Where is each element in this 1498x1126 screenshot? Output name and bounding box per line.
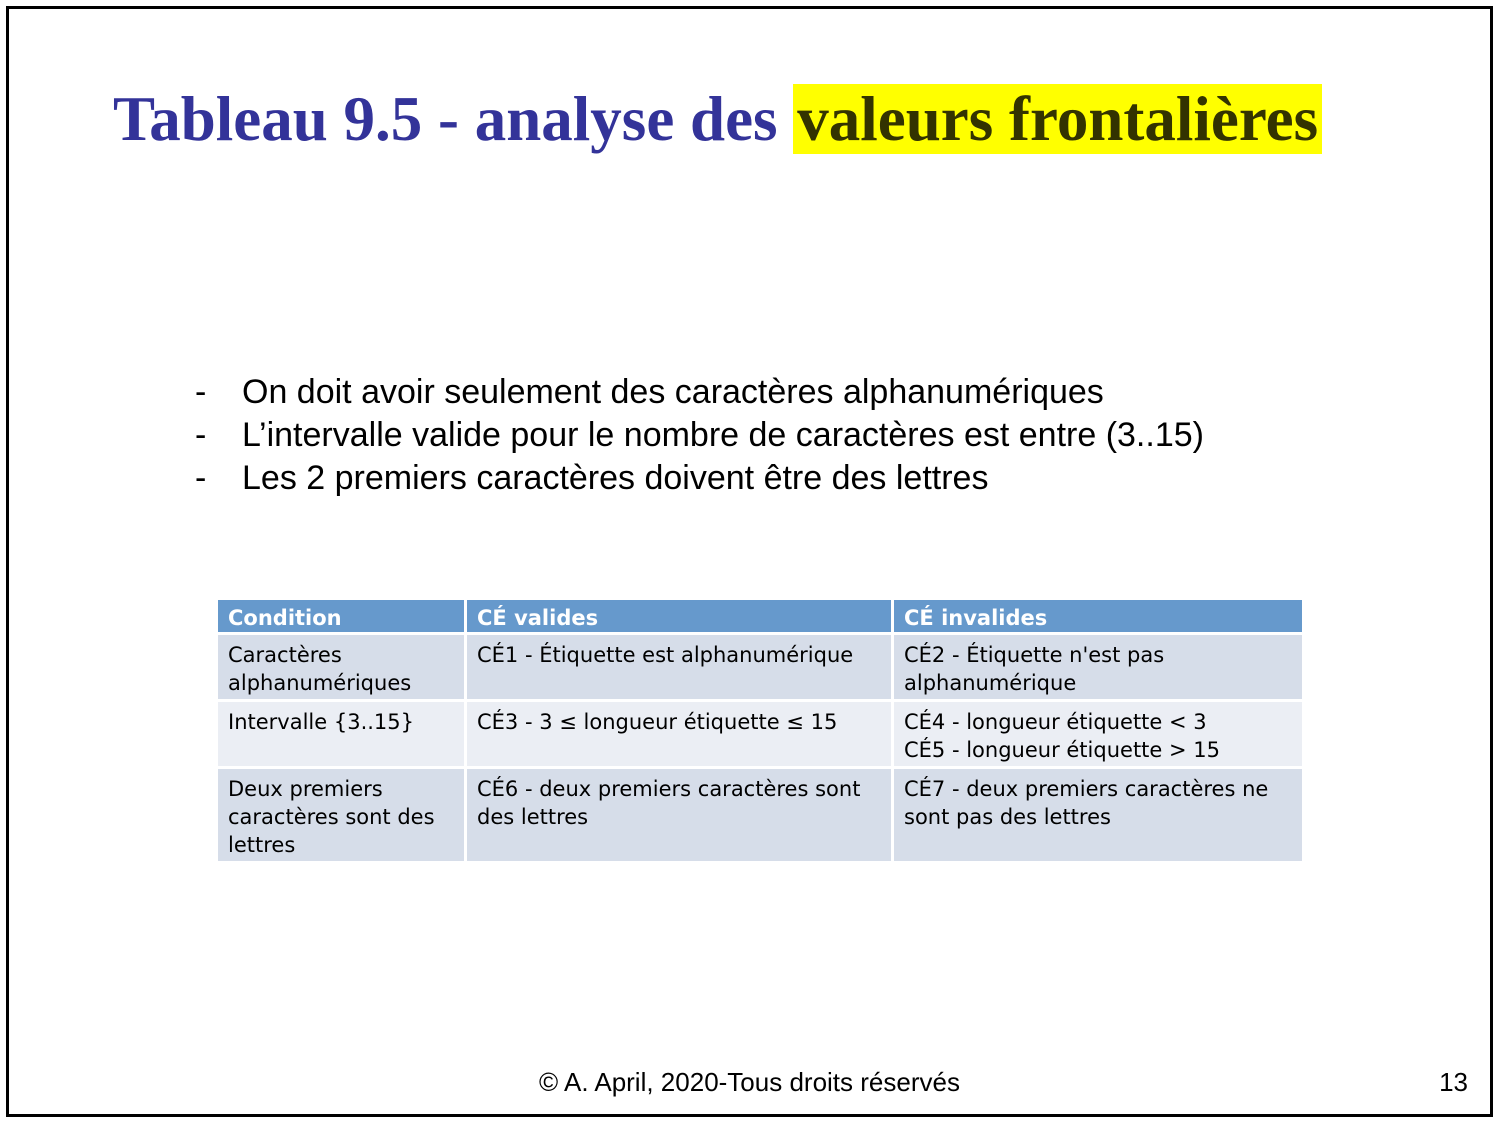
slide-title: Tableau 9.5 - analyse des valeurs fronta… — [113, 79, 1323, 159]
cell-line: CÉ4 - longueur étiquette < 3 — [904, 710, 1207, 734]
cell-line: alphanumériques — [228, 671, 412, 695]
bullet-list: - On doit avoir seulement des caractères … — [195, 371, 1204, 500]
bullet-marker: - — [195, 416, 207, 454]
cell-line: CÉ7 - deux premiers caractères ne — [904, 777, 1269, 801]
table-row: Caractères alphanumériques CÉ1 - Étiquet… — [215, 632, 1305, 702]
cell-line: alphanumérique — [904, 671, 1077, 695]
title-highlight: valeurs frontalières — [793, 84, 1323, 154]
cell-invalid: CÉ4 - longueur étiquette < 3 CÉ5 - longu… — [891, 699, 1305, 769]
title-prefix: Tableau 9.5 - analyse des — [113, 84, 794, 154]
slide: Tableau 9.5 - analyse des valeurs fronta… — [6, 6, 1493, 1117]
header-valid: CÉ valides — [464, 597, 894, 635]
cell-condition: Caractères alphanumériques — [215, 632, 467, 702]
cell-line: CÉ1 - Étiquette est alphanumérique — [477, 643, 854, 667]
table-row: Deux premiers caractères sont des lettre… — [215, 766, 1305, 864]
cell-line: des lettres — [477, 805, 589, 829]
equivalence-class-table: Condition CÉ valides CÉ invalides Caract… — [215, 597, 1305, 864]
bullet-marker: - — [195, 373, 207, 411]
bullet-text: L’intervalle valide pour le nombre de ca… — [242, 416, 1204, 454]
copyright-footer: © A. April, 2020-Tous droits réservés — [539, 1067, 960, 1097]
bullet-item: - L’intervalle valide pour le nombre de c… — [195, 414, 1204, 457]
cell-line: Deux premiers — [228, 777, 383, 801]
cell-invalid: CÉ7 - deux premiers caractères ne sont p… — [891, 766, 1305, 864]
cell-condition: Intervalle {3..15} — [215, 699, 467, 769]
cell-invalid: CÉ2 - Étiquette n'est pas alphanumérique — [891, 632, 1305, 702]
table-header-row: Condition CÉ valides CÉ invalides — [215, 597, 1305, 635]
header-invalid: CÉ invalides — [891, 597, 1305, 635]
cell-line: CÉ5 - longueur étiquette > 15 — [904, 738, 1220, 762]
cell-line: CÉ2 - Étiquette n'est pas — [904, 643, 1165, 667]
cell-line: CÉ6 - deux premiers caractères sont — [477, 777, 861, 801]
cell-line: lettres — [228, 833, 296, 857]
cell-line: Caractères — [228, 643, 342, 667]
cell-line: sont pas des lettres — [904, 805, 1111, 829]
cell-line: Intervalle {3..15} — [228, 710, 415, 734]
cell-valid: CÉ1 - Étiquette est alphanumérique — [464, 632, 894, 702]
cell-line: caractères sont des — [228, 805, 435, 829]
page-number: 13 — [1439, 1067, 1468, 1097]
cell-condition: Deux premiers caractères sont des lettre… — [215, 766, 467, 864]
bullet-marker: - — [195, 459, 207, 497]
table-row: Intervalle {3..15} CÉ3 - 3 ≤ longueur ét… — [215, 699, 1305, 769]
bullet-text: On doit avoir seulement des caractères a… — [242, 373, 1104, 411]
cell-valid: CÉ3 - 3 ≤ longueur étiquette ≤ 15 — [464, 699, 894, 769]
bullet-text: Les 2 premiers caractères doivent être d… — [242, 459, 989, 497]
cell-line: CÉ3 - 3 ≤ longueur étiquette ≤ 15 — [477, 710, 838, 734]
cell-valid: CÉ6 - deux premiers caractères sont des … — [464, 766, 894, 864]
bullet-item: - On doit avoir seulement des caractères … — [195, 371, 1204, 414]
bullet-item: - Les 2 premiers caractères doivent être … — [195, 457, 1204, 500]
header-condition: Condition — [215, 597, 467, 635]
